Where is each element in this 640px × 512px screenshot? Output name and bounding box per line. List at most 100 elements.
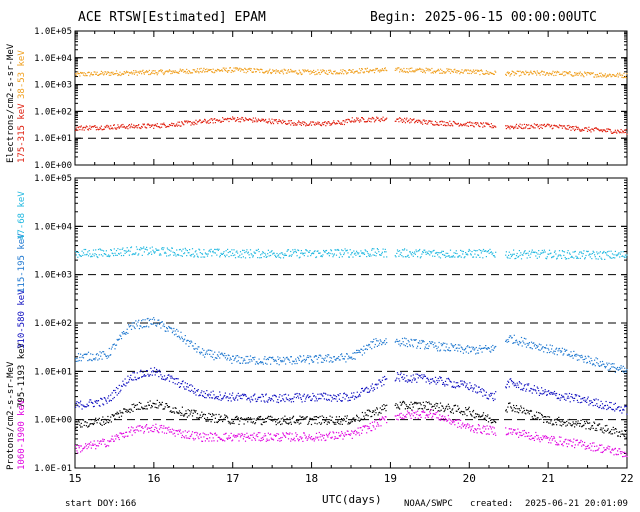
data-point-p_115_195	[509, 335, 511, 337]
data-point-p_47_68	[148, 252, 150, 254]
data-point-p_795_1193	[77, 420, 80, 422]
data-point-p_47_68	[199, 252, 201, 254]
data-point-e_high	[358, 121, 361, 123]
data-point-e_low	[94, 71, 96, 73]
data-point-e_low	[315, 73, 318, 75]
data-point-e_low	[148, 73, 150, 76]
data-point-p_310_580	[141, 376, 143, 378]
data-point-p_47_68	[148, 252, 150, 254]
data-point-p_795_1193	[574, 426, 576, 428]
data-point-e_low	[209, 69, 211, 71]
data-point-p_115_195	[321, 357, 323, 359]
data-point-p_115_195	[262, 361, 264, 364]
data-point-p_47_68	[599, 251, 601, 253]
data-point-p_1060_1900	[225, 432, 227, 434]
data-point-e_low	[520, 72, 523, 74]
data-point-e_low	[428, 70, 430, 72]
data-point-p_115_195	[312, 361, 314, 363]
data-point-e_high	[460, 123, 462, 125]
data-point-p_47_68	[598, 252, 600, 254]
data-point-p_795_1193	[550, 420, 552, 422]
data-point-p_47_68	[110, 249, 112, 251]
data-point-p_47_68	[449, 249, 452, 251]
data-point-e_high	[95, 126, 97, 128]
data-point-p_310_580	[341, 400, 343, 402]
data-point-p_115_195	[192, 345, 194, 347]
data-point-p_115_195	[78, 359, 80, 362]
data-point-e_high	[514, 127, 516, 129]
data-point-p_47_68	[182, 248, 184, 250]
data-point-e_high	[178, 121, 181, 123]
data-point-e_high	[158, 126, 161, 128]
data-point-p_1060_1900	[276, 433, 278, 435]
data-point-e_high	[265, 121, 267, 123]
data-point-p_47_68	[77, 256, 79, 258]
data-point-e_low	[201, 71, 204, 73]
data-point-p_310_580	[450, 381, 452, 383]
data-point-p_115_195	[326, 356, 328, 358]
data-point-p_1060_1900	[97, 440, 99, 442]
data-point-p_795_1193	[332, 421, 334, 423]
data-point-p_115_195	[561, 347, 563, 349]
data-point-p_47_68	[510, 255, 513, 258]
data-point-p_115_195	[572, 357, 574, 359]
data-point-p_310_580	[87, 405, 90, 407]
data-point-p_47_68	[429, 254, 431, 256]
data-point-p_310_580	[229, 397, 231, 399]
data-point-e_low	[541, 70, 543, 72]
data-point-p_115_195	[82, 354, 84, 357]
data-point-p_795_1193	[113, 414, 115, 416]
data-point-p_1060_1900	[85, 443, 87, 445]
data-point-p_47_68	[370, 255, 372, 257]
data-point-e_low	[602, 74, 604, 76]
data-point-p_795_1193	[564, 421, 566, 424]
data-point-e_high	[471, 124, 473, 126]
data-point-e_high	[161, 126, 163, 128]
data-point-e_low	[615, 75, 617, 77]
data-point-p_1060_1900	[203, 436, 205, 438]
data-point-p_310_580	[618, 406, 620, 408]
data-point-p_310_580	[268, 397, 270, 399]
data-point-p_795_1193	[136, 404, 138, 406]
data-point-p_115_195	[158, 323, 161, 325]
data-point-p_795_1193	[411, 409, 413, 411]
data-point-p_47_68	[350, 254, 352, 256]
data-point-e_low	[340, 69, 342, 71]
data-point-p_310_580	[227, 400, 229, 402]
data-point-e_high	[355, 120, 357, 122]
data-point-p_47_68	[134, 253, 136, 255]
data-point-e_low	[108, 74, 110, 76]
data-point-p_310_580	[237, 392, 239, 394]
data-point-p_795_1193	[220, 415, 222, 417]
data-point-p_795_1193	[585, 428, 587, 430]
data-point-p_795_1193	[207, 420, 209, 422]
data-point-p_47_68	[397, 250, 399, 252]
data-point-e_high	[452, 120, 454, 123]
data-point-p_310_580	[204, 396, 206, 399]
data-point-p_115_195	[457, 344, 459, 346]
data-point-p_310_580	[427, 377, 429, 379]
data-point-e_high	[587, 129, 589, 131]
data-point-e_high	[518, 126, 520, 128]
data-point-p_795_1193	[330, 419, 333, 421]
data-point-e_high	[343, 123, 345, 126]
data-point-p_115_195	[276, 363, 278, 365]
e-ytick-label: 1.0E+05	[34, 27, 72, 37]
data-point-e_low	[619, 72, 621, 74]
data-point-p_310_580	[528, 390, 530, 392]
data-point-p_310_580	[485, 394, 487, 396]
data-point-e_high	[130, 123, 133, 125]
data-point-e_low	[228, 70, 230, 72]
data-point-p_310_580	[206, 394, 209, 396]
data-point-e_high	[313, 121, 315, 123]
data-point-p_47_68	[218, 248, 220, 250]
data-point-p_115_195	[264, 356, 266, 358]
data-point-p_47_68	[358, 252, 360, 254]
data-point-p_310_580	[350, 396, 352, 398]
data-point-e_high	[361, 117, 363, 119]
data-point-e_high	[195, 119, 197, 121]
data-point-e_low	[620, 74, 622, 76]
data-point-p_1060_1900	[254, 439, 257, 441]
data-point-e_high	[419, 121, 421, 123]
data-point-p_310_580	[147, 373, 149, 375]
